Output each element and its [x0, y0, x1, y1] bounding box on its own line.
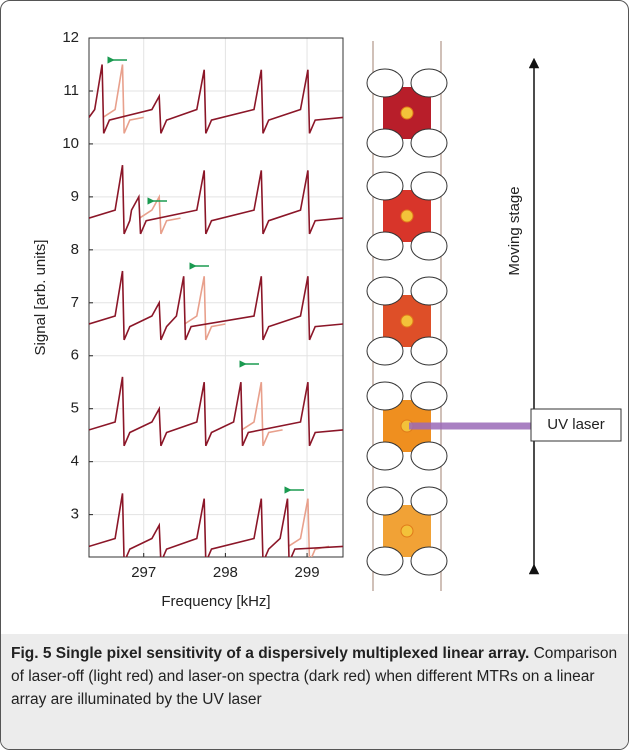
pixel-pad [410, 546, 448, 576]
y-tick-label: 5 [71, 400, 79, 417]
pixel-pad [366, 486, 404, 516]
y-tick-label: 4 [71, 453, 79, 470]
pixel-dot [400, 314, 414, 328]
spectrum-line [89, 164, 343, 235]
pixel-pad [366, 381, 404, 411]
pixel-pad [366, 128, 404, 158]
x-tick-label: 298 [213, 564, 238, 581]
stage-label: Moving stage [506, 186, 523, 275]
pixel-pad [410, 486, 448, 516]
pixel-dot [400, 209, 414, 223]
y-tick-label: 8 [71, 241, 79, 258]
pixel-pad [410, 171, 448, 201]
pixel-pad [410, 231, 448, 261]
pixel-pad [410, 68, 448, 98]
caption-text: Comparison of laser-off (light red) and … [11, 645, 618, 708]
pixel-pad [410, 441, 448, 471]
pixel-pad [366, 68, 404, 98]
pixel-pad [366, 336, 404, 366]
spectrum-line [139, 194, 181, 235]
pixel-pad [366, 441, 404, 471]
y-tick-label: 12 [62, 29, 79, 46]
pixel-pad [366, 171, 404, 201]
x-tick-label: 299 [295, 564, 320, 581]
pixel-dot [400, 106, 414, 120]
pixel-pad [366, 276, 404, 306]
pixel-pad [410, 336, 448, 366]
spectrum-line [89, 376, 343, 447]
spectrum-line [184, 276, 226, 341]
y-tick-label: 10 [62, 135, 79, 152]
y-tick-label: 6 [71, 347, 79, 364]
pixel-dot [400, 524, 414, 538]
spectrum-line [241, 382, 283, 447]
pixel-pad [410, 128, 448, 158]
caption: Fig. 5 Single pixel sensitivity of a dis… [1, 634, 628, 749]
y-tick-label: 9 [71, 188, 79, 205]
spectrum-line [89, 493, 343, 557]
spectrum-line [89, 64, 343, 134]
resonator-array [366, 41, 448, 591]
caption-title: Fig. 5 Single pixel sensitivity of a dis… [11, 645, 530, 662]
pixel-pad [366, 546, 404, 576]
chart: 3 4 5 6 7 8 9 10 11 12 297 298 299 Frequency [kHz] Sig… [32, 29, 622, 610]
x-axis-label: Frequency [kHz] [161, 593, 270, 610]
spectrum-line [89, 270, 343, 341]
x-tick-label: 297 [131, 564, 156, 581]
laser-label: UV laser [547, 416, 605, 433]
y-tick-label: 11 [63, 82, 79, 99]
pixel-pad [410, 276, 448, 306]
shift-arrows [107, 56, 304, 494]
laser-box [530, 408, 622, 442]
pixel-pad [366, 231, 404, 261]
spectrum-line [102, 64, 144, 134]
spectrum-line [287, 498, 330, 557]
y-axis-label: Signal [arb. units] [32, 240, 49, 356]
y-tick-label: 3 [71, 506, 79, 523]
y-tick-label: 7 [71, 294, 79, 311]
plot-frame [88, 37, 344, 558]
pixel-pad [410, 381, 448, 411]
